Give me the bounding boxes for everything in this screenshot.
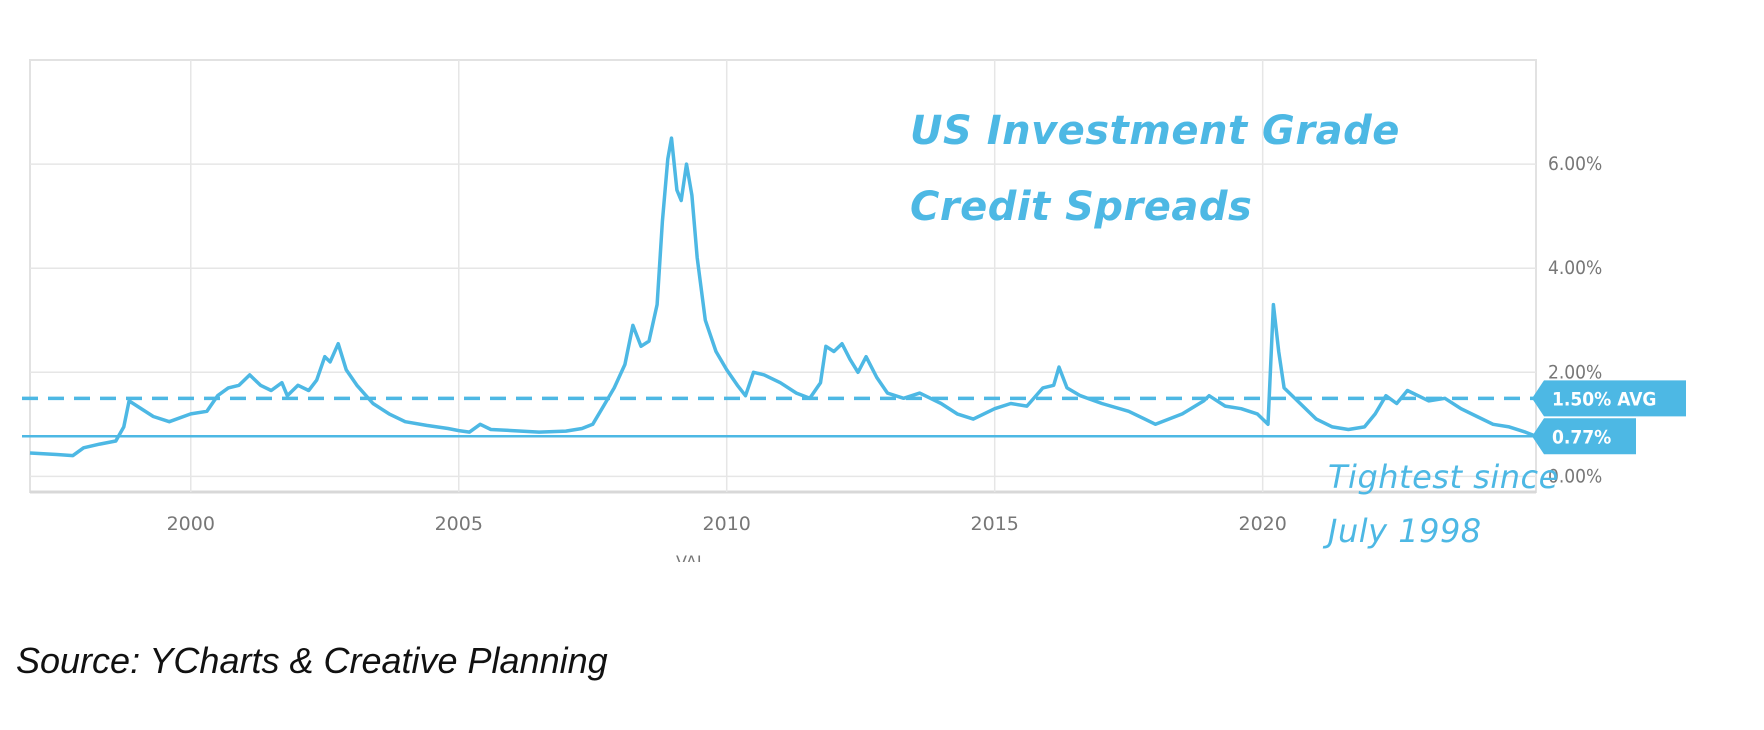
y-tick-label: 4.00% (1548, 257, 1602, 279)
x-axis-title-stub: VAL (676, 552, 706, 562)
tightest-annotation-line2: July 1998 (1328, 512, 1482, 550)
reference-lines (22, 396, 1536, 438)
source-caption: Source: YCharts & Creative Planning (16, 640, 608, 681)
spread-series-line (29, 136, 1537, 458)
y-tick-label: 0.00% (1548, 465, 1602, 487)
y-tick-label: 6.00% (1548, 153, 1602, 175)
average-badge (1532, 380, 1686, 417)
credit-spread-chart: 2000 2005 2010 2015 2020 0.00% 2.00% 4.00% 6.00%… (22, 59, 1686, 535)
x-tick-label: 2000 (167, 513, 215, 535)
chart-title-line2: Credit Spreads (910, 184, 1253, 230)
x-tick-label: 2005 (435, 513, 483, 535)
axis-labels: 2000 2005 2010 2015 2020 0.00% 2.00% 4.00% 6.00% (167, 153, 1603, 535)
current-level-badge (1532, 418, 1636, 455)
x-tick-label: 2020 (1238, 513, 1286, 535)
reference-badges: 1.50% AVG 0.77% (1532, 380, 1686, 455)
y-tick-label: 2.00% (1548, 361, 1602, 383)
grid (29, 59, 1537, 494)
reference-badge-label: 1.50% AVG (1552, 388, 1656, 410)
reference-badge-label: 0.77% (1552, 426, 1611, 448)
series-layer (29, 136, 1537, 458)
tightest-annotation-line1: Tightest since (1328, 458, 1559, 496)
chart-title-line1: US Investment Grade (910, 108, 1400, 154)
x-tick-label: 2015 (971, 513, 1019, 535)
x-tick-label: 2010 (703, 513, 751, 535)
